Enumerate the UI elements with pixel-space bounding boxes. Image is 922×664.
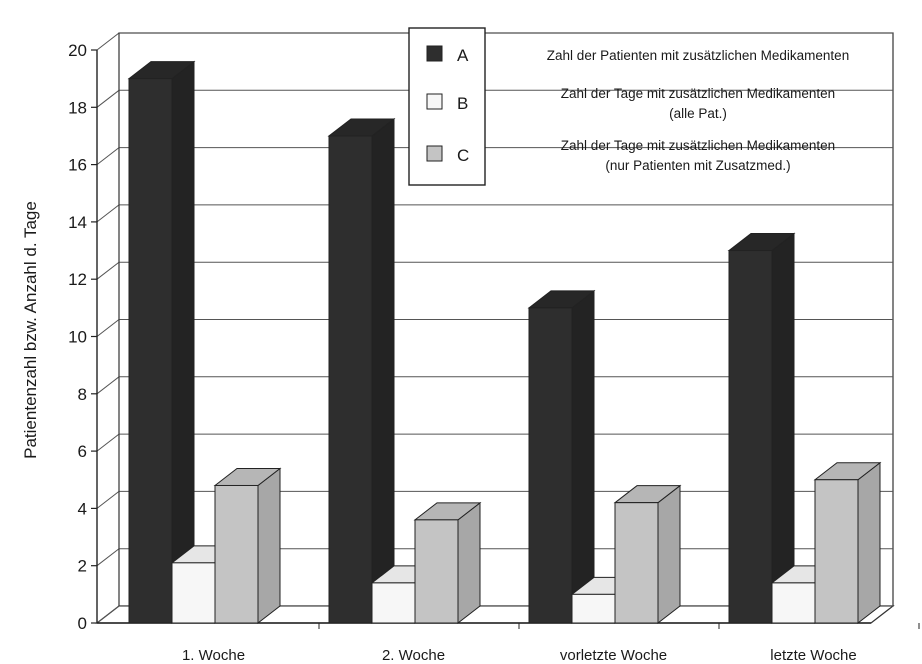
legend-key-C: C: [457, 146, 469, 165]
legend-description-C: (nur Patienten mit Zusatzmed.): [605, 158, 790, 173]
y-tick-label: 10: [68, 328, 87, 347]
y-tick-label: 2: [78, 557, 87, 576]
legend-key-B: B: [457, 94, 468, 113]
y-tick-label: 20: [68, 41, 87, 60]
y-tick-label: 14: [68, 213, 87, 232]
y-tick-label: 16: [68, 156, 87, 175]
legend-swatch-A: [426, 45, 443, 62]
bar-A-2: [327, 117, 396, 625]
legend-box: [408, 27, 486, 186]
y-tick-label: 8: [78, 385, 87, 404]
legend-description-C: Zahl der Tage mit zusätzlichen Medikamen…: [561, 138, 835, 153]
bars: [127, 60, 882, 625]
bar-C-3: [613, 484, 682, 625]
y-tick-label: 0: [78, 614, 87, 633]
y-tick-label: 4: [78, 499, 87, 518]
y-axis-title: Patientenzahl bzw. Anzahl d. Tage: [21, 201, 40, 459]
legend-description-B: (alle Pat.): [669, 106, 727, 121]
legend-description-B: Zahl der Tage mit zusätzlichen Medikamen…: [561, 86, 835, 101]
x-axis: 1. Woche 2. Woche vorletzte Woche letzte Wo…: [182, 623, 920, 664]
legend-description-A: Zahl der Patienten mit zusätzlichen Medi…: [547, 48, 849, 63]
legend: A Zahl der Patienten mit zusätzlichen Med…: [408, 27, 849, 186]
bar-A-4: [727, 232, 796, 625]
y-tick-label: 12: [68, 270, 87, 289]
bar-C-2: [413, 501, 482, 625]
bar-C-4: [813, 461, 882, 625]
bar-A-3: [527, 289, 596, 625]
x-category-label: letzte Woche: [770, 647, 856, 664]
bar-A-1: [127, 60, 196, 625]
legend-key-A: A: [457, 46, 469, 65]
y-tick-label: 6: [78, 442, 87, 461]
bar-C-1: [213, 467, 282, 625]
x-category-label: vorletzte Woche: [560, 647, 667, 664]
y-tick-label: 18: [68, 98, 87, 117]
legend-swatch-B: [426, 93, 443, 110]
x-category-label: 1. Woche: [182, 647, 245, 664]
legend-swatch-C: [426, 145, 443, 162]
x-category-label: 2. Woche: [382, 647, 445, 664]
